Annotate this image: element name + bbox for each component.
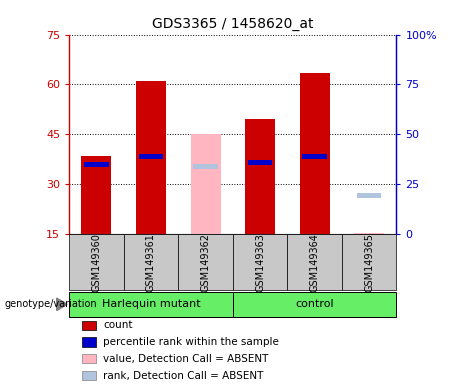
Text: genotype/variation: genotype/variation bbox=[5, 299, 97, 310]
Text: GSM149360: GSM149360 bbox=[91, 233, 101, 291]
Bar bbox=[82, 371, 95, 380]
Bar bbox=[302, 154, 327, 159]
Text: control: control bbox=[296, 299, 334, 310]
Bar bbox=[245, 119, 275, 234]
Bar bbox=[354, 233, 384, 234]
Text: GSM149361: GSM149361 bbox=[146, 233, 156, 291]
Text: count: count bbox=[103, 320, 133, 330]
Bar bbox=[84, 162, 109, 167]
Bar bbox=[300, 73, 330, 234]
Bar bbox=[136, 81, 166, 234]
Bar bbox=[82, 354, 95, 363]
Bar bbox=[357, 194, 381, 199]
Bar bbox=[287, 234, 342, 290]
Title: GDS3365 / 1458620_at: GDS3365 / 1458620_at bbox=[152, 17, 313, 31]
Bar bbox=[193, 164, 218, 169]
Text: GSM149365: GSM149365 bbox=[364, 233, 374, 291]
Bar bbox=[124, 234, 178, 290]
Bar bbox=[139, 154, 163, 159]
Bar bbox=[190, 134, 220, 234]
Bar bbox=[82, 321, 95, 330]
Bar bbox=[69, 234, 124, 290]
Text: GSM149364: GSM149364 bbox=[310, 233, 319, 291]
Text: percentile rank within the sample: percentile rank within the sample bbox=[103, 337, 279, 347]
Bar bbox=[342, 234, 396, 290]
Bar bbox=[178, 234, 233, 290]
Text: rank, Detection Call = ABSENT: rank, Detection Call = ABSENT bbox=[103, 371, 264, 381]
Bar bbox=[233, 234, 287, 290]
Bar bbox=[82, 338, 95, 347]
Bar bbox=[82, 156, 112, 234]
Bar bbox=[69, 292, 233, 317]
Text: GSM149363: GSM149363 bbox=[255, 233, 265, 291]
Text: value, Detection Call = ABSENT: value, Detection Call = ABSENT bbox=[103, 354, 269, 364]
Bar bbox=[248, 160, 272, 165]
Bar bbox=[233, 292, 396, 317]
Text: Harlequin mutant: Harlequin mutant bbox=[102, 299, 200, 310]
Text: GSM149362: GSM149362 bbox=[201, 233, 211, 291]
Polygon shape bbox=[57, 298, 67, 311]
